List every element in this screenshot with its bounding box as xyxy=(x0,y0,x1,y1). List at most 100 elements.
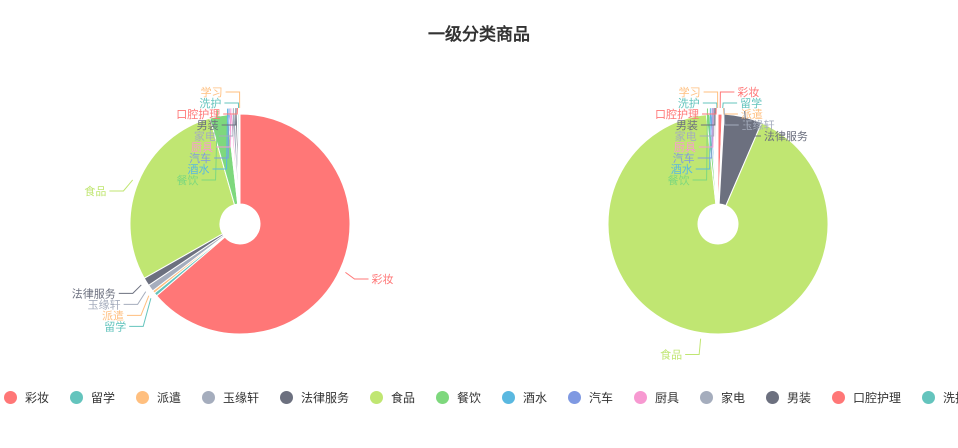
slice-label-8: 酒水 xyxy=(188,163,210,176)
label-line-11 xyxy=(699,108,715,137)
chart-title: 一级分类商品 xyxy=(428,25,530,45)
slice-label-2: 留学 xyxy=(740,96,762,110)
legend-item-9[interactable]: 汽车 xyxy=(568,386,613,408)
legend-label: 留学 xyxy=(91,390,116,405)
legend-label: 厨具 xyxy=(655,390,680,405)
legend-label: 派遣 xyxy=(157,390,182,405)
legend-item-2[interactable]: 留学 xyxy=(70,386,115,408)
legend-label: 汽车 xyxy=(589,390,614,405)
slice-label-1: 彩妆 xyxy=(372,273,394,286)
legend-item-8[interactable]: 酒水 xyxy=(502,386,547,408)
legend-swatch xyxy=(502,390,515,404)
legend-item-3[interactable]: 派遣 xyxy=(136,386,181,408)
slice-label-7: 餐饮 xyxy=(668,173,690,187)
legend-swatch xyxy=(136,390,149,404)
slice-label-13: 口腔护理 xyxy=(176,107,220,121)
slice-1[interactable] xyxy=(155,113,351,335)
label-line-14 xyxy=(702,102,718,109)
slice-label-14: 洗护 xyxy=(678,96,700,110)
legend-label: 酒水 xyxy=(523,390,548,405)
legend-item-5[interactable]: 法律服务 xyxy=(280,386,349,408)
label-line-5 xyxy=(744,111,761,137)
slice-label-12: 男装 xyxy=(197,119,219,132)
legend-label: 家电 xyxy=(721,390,746,405)
legend-item-1[interactable]: 彩妆 xyxy=(4,386,49,408)
label-line-6 xyxy=(109,179,134,192)
label-line-15 xyxy=(225,91,241,109)
legend-label: 洗护 xyxy=(943,390,958,405)
legend-swatch xyxy=(832,390,845,404)
slice-label-2: 留学 xyxy=(104,319,126,333)
label-line-1 xyxy=(719,91,735,109)
slice-label-9: 汽车 xyxy=(189,151,211,165)
legend-label: 食品 xyxy=(391,390,416,405)
legend-item-4[interactable]: 玉缘轩 xyxy=(202,386,259,408)
slice-label-14: 洗护 xyxy=(199,96,221,110)
legend-item-7[interactable]: 餐饮 xyxy=(436,386,481,408)
slice-label-3: 派遣 xyxy=(741,107,763,121)
legend-swatch xyxy=(568,390,581,404)
slice-label-3: 派遣 xyxy=(102,308,124,322)
slice-label-15: 学习 xyxy=(201,85,223,99)
slice-label-10: 厨具 xyxy=(674,141,696,154)
label-line-3 xyxy=(126,295,150,316)
label-line-3 xyxy=(722,108,738,115)
slice-label-5: 法律服务 xyxy=(72,286,116,300)
legend-label: 口腔护理 xyxy=(853,390,902,405)
legend-label: 餐饮 xyxy=(457,390,482,405)
label-line-8 xyxy=(212,108,229,170)
legend-item-13[interactable]: 口腔护理 xyxy=(832,386,901,408)
slice-label-7: 餐饮 xyxy=(177,173,199,187)
label-line-10 xyxy=(698,108,714,148)
slice-label-6: 食品 xyxy=(84,184,106,198)
label-line-13 xyxy=(702,108,717,115)
legend-label: 男装 xyxy=(787,390,812,405)
legend-swatch xyxy=(436,390,449,404)
label-line-4 xyxy=(123,291,147,305)
legend-swatch xyxy=(634,390,647,404)
slice-label-5: 法律服务 xyxy=(764,129,808,143)
label-line-5 xyxy=(118,284,142,294)
slice-15[interactable] xyxy=(716,113,719,205)
slice-label-12: 男装 xyxy=(676,119,698,132)
legend-label: 玉缘轩 xyxy=(223,390,260,405)
label-line-8 xyxy=(695,108,711,170)
legend-item-10[interactable]: 厨具 xyxy=(634,386,679,408)
label-line-1 xyxy=(345,271,369,280)
legend-item-12[interactable]: 男装 xyxy=(766,386,811,408)
legend-swatch xyxy=(922,390,935,404)
label-line-14 xyxy=(224,102,240,109)
legend-item-11[interactable]: 家电 xyxy=(700,386,745,408)
label-line-2 xyxy=(129,298,152,327)
legend-swatch xyxy=(700,390,713,404)
legend-swatch xyxy=(766,390,779,404)
slice-label-11: 家电 xyxy=(194,129,216,143)
legend-swatch xyxy=(370,390,383,404)
slice-label-4: 玉缘轩 xyxy=(88,297,121,311)
legend-item-6[interactable]: 食品 xyxy=(370,386,415,408)
label-line-2 xyxy=(722,102,738,109)
slice-label-11: 家电 xyxy=(675,129,697,143)
slice-15[interactable] xyxy=(238,113,241,205)
slice-label-10: 厨具 xyxy=(191,141,213,154)
label-line-7 xyxy=(201,110,218,181)
label-line-11 xyxy=(218,108,234,137)
slice-label-15: 学习 xyxy=(679,85,701,99)
label-line-6 xyxy=(685,338,702,356)
legend-label: 彩妆 xyxy=(25,390,50,405)
slice-label-8: 酒水 xyxy=(671,163,693,176)
slice-6[interactable] xyxy=(607,114,829,335)
label-line-15 xyxy=(703,91,719,109)
slice-label-6: 食品 xyxy=(660,348,682,362)
slice-6[interactable] xyxy=(129,117,236,279)
legend-swatch xyxy=(70,390,83,404)
legend-swatch xyxy=(202,390,215,404)
slice-label-1: 彩妆 xyxy=(737,86,759,99)
legend-item-14[interactable]: 洗护 xyxy=(922,386,958,408)
legend-swatch xyxy=(280,390,293,404)
legend-label: 法律服务 xyxy=(301,390,350,405)
